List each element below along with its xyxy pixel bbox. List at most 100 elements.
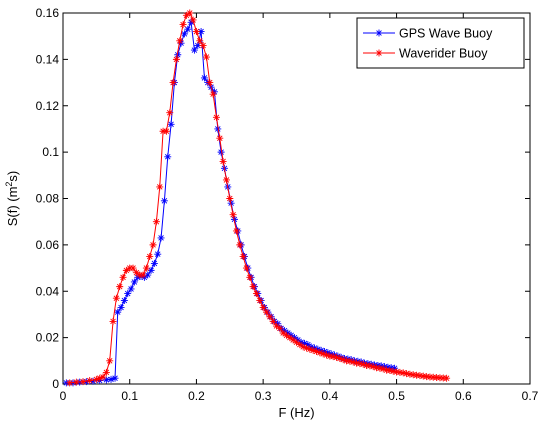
data-point (387, 364, 395, 372)
data-point (176, 37, 184, 45)
data-point (419, 372, 427, 380)
data-point (262, 308, 270, 316)
data-point (236, 241, 244, 249)
data-point (391, 364, 399, 372)
data-point (132, 269, 140, 277)
data-point (217, 148, 225, 156)
data-point (272, 322, 280, 330)
data-point (329, 353, 337, 361)
data-point (72, 378, 80, 386)
plot-area (62, 12, 531, 385)
data-point (117, 303, 125, 311)
x-tick-label: 0.6 (455, 389, 472, 403)
data-point (317, 346, 325, 354)
data-point (301, 339, 309, 347)
data-point (409, 371, 417, 379)
data-point (186, 9, 194, 17)
data-point (216, 134, 224, 142)
data-point (119, 273, 127, 281)
data-point (313, 348, 321, 356)
data-point (290, 334, 298, 342)
data-point (284, 329, 292, 337)
data-point (226, 195, 234, 202)
data-point (177, 39, 185, 47)
data-point (381, 363, 389, 371)
legend-box (356, 17, 525, 69)
data-point (219, 157, 227, 165)
data-point (369, 363, 377, 371)
data-point (311, 344, 319, 352)
data-point (259, 303, 267, 311)
data-point (189, 16, 197, 24)
y-tick-label: 0.06 (36, 238, 60, 252)
data-point (150, 259, 158, 267)
data-point (167, 120, 175, 128)
data-point (406, 370, 414, 378)
data-point (157, 234, 165, 242)
data-point (299, 343, 307, 351)
data-point (280, 327, 288, 335)
data-point (212, 113, 220, 121)
data-point (326, 352, 334, 360)
data-point (386, 367, 394, 375)
data-point (199, 41, 207, 49)
data-point (180, 30, 188, 38)
data-point (314, 345, 322, 353)
data-point (293, 338, 300, 346)
data-point (124, 290, 132, 298)
data-point (443, 374, 451, 382)
data-point (152, 218, 160, 226)
data-point (232, 227, 240, 235)
series-1 (66, 9, 451, 387)
y-axis-label-end: s) (5, 171, 20, 182)
data-point (111, 374, 119, 382)
data-point (166, 109, 174, 117)
data-point (289, 336, 297, 344)
data-point (353, 359, 361, 367)
data-point (116, 283, 124, 291)
data-point (399, 369, 407, 377)
data-point (122, 266, 130, 274)
data-point (229, 211, 237, 219)
x-tick-label: 0.4 (322, 389, 339, 403)
data-point (200, 74, 208, 82)
y-tick-label: 0.04 (36, 284, 60, 298)
data-point (309, 346, 317, 354)
legend-item: Waverider Buoy (363, 47, 488, 61)
data-point (197, 28, 205, 36)
data-point (374, 361, 382, 369)
data-point (266, 313, 274, 321)
data-point (343, 357, 351, 365)
data-point (276, 324, 284, 332)
data-point (210, 88, 218, 96)
data-point (142, 264, 150, 272)
data-point (194, 41, 202, 49)
data-point (114, 308, 122, 316)
data-point (102, 368, 110, 376)
data-point (296, 341, 304, 349)
y-tick-label: 0.08 (36, 192, 60, 206)
data-point (169, 79, 177, 87)
legend-item: GPS Wave Buoy (363, 27, 493, 41)
y-axis-label-main: S(f) (m (5, 187, 20, 227)
data-point (147, 266, 155, 274)
data-point (162, 127, 170, 135)
data-point (373, 364, 381, 372)
y-tick-label: 0.1 (42, 145, 59, 159)
data-point (184, 25, 192, 33)
x-tick-label: 0.1 (121, 389, 138, 403)
data-point (222, 176, 230, 184)
data-point (297, 338, 305, 346)
data-point (196, 37, 204, 45)
x-axis-label: F (Hz) (278, 405, 314, 420)
data-point (89, 377, 97, 385)
x-tick-label: 0.5 (388, 389, 405, 403)
data-point (359, 360, 367, 368)
data-point (92, 375, 100, 383)
data-point (190, 46, 198, 54)
data-point (179, 21, 187, 29)
data-point (96, 374, 104, 382)
data-point (287, 331, 295, 339)
data-point (383, 366, 391, 374)
